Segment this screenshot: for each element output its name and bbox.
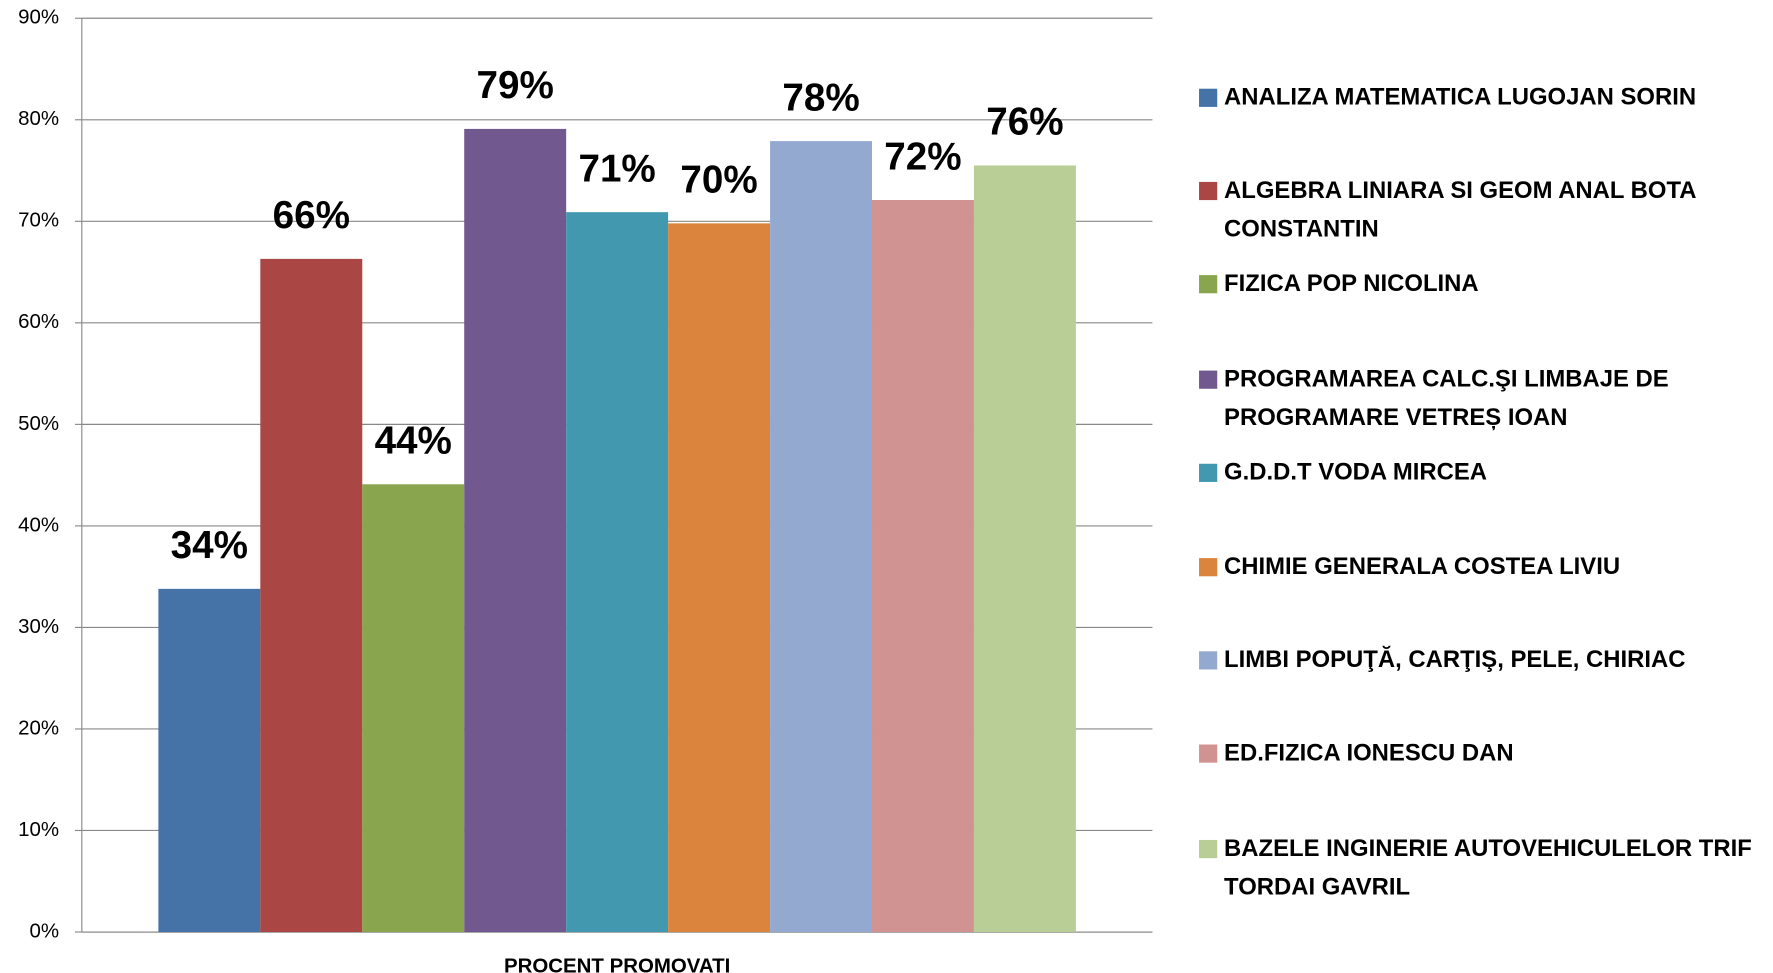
legend-item: CHIMIE GENERALA COSTEA LIVIU <box>1224 553 1621 580</box>
bar <box>973 165 1076 933</box>
legend-swatch <box>1199 744 1218 763</box>
y-tick-label: 10% <box>18 818 59 841</box>
legend-swatch <box>1199 839 1218 859</box>
bar <box>362 484 465 933</box>
bar <box>872 199 974 933</box>
y-tick-label: 0% <box>30 919 60 942</box>
legend-item: LIMBI POPUŢĂ, CARŢIŞ, PELE, CHIRIAC <box>1224 646 1686 673</box>
y-tick-label: 80% <box>18 107 59 130</box>
y-tick-label: 40% <box>18 513 59 536</box>
legend-label: ANALIZA MATEMATICA LUGOJAN SORIN <box>1224 84 1697 111</box>
legend-item: ANALIZA MATEMATICA LUGOJAN SORIN <box>1224 84 1697 111</box>
legend-label: PROGRAMAREA CALC.ŞI LIMBAJE DE PROGRAMAR… <box>1224 366 1669 431</box>
legend-label: G.D.D.T VODA MIRCEA <box>1224 459 1488 486</box>
data-label: 70% <box>680 159 757 202</box>
bar <box>566 212 669 933</box>
bar <box>770 141 873 933</box>
legend-swatch <box>1199 370 1218 389</box>
legend-label: BAZELE INGINERIE AUTOVEHICULELOR TRIF TO… <box>1224 835 1752 901</box>
data-label: 76% <box>986 101 1063 144</box>
legend-item: G.D.D.T VODA MIRCEA <box>1224 459 1488 486</box>
legend-label: FIZICA POP NICOLINA <box>1224 270 1479 297</box>
legend-swatch <box>1199 275 1218 294</box>
y-tick-label: 60% <box>18 310 59 333</box>
legend-label: LIMBI POPUŢĂ, CARŢIŞ, PELE, CHIRIAC <box>1224 646 1686 673</box>
data-label: 72% <box>884 135 961 178</box>
legend-item: BAZELE INGINERIE AUTOVEHICULELOR TRIF TO… <box>1224 835 1752 901</box>
legend-item: PROGRAMAREA CALC.ŞI LIMBAJE DE PROGRAMAR… <box>1224 366 1669 431</box>
data-label: 34% <box>171 524 248 567</box>
legend-swatch <box>1199 88 1218 107</box>
bar <box>158 588 261 933</box>
y-tick-label: 20% <box>18 716 59 739</box>
legend-item: ED.FIZICA IONESCU DAN <box>1224 739 1514 767</box>
data-label: 66% <box>273 194 350 237</box>
legend-swatch <box>1199 651 1218 670</box>
legend-label: CHIMIE GENERALA COSTEA LIVIU <box>1224 553 1621 580</box>
bar <box>260 258 363 933</box>
data-label: 71% <box>578 147 655 190</box>
y-tick-label: 30% <box>18 615 59 638</box>
legend-item: FIZICA POP NICOLINA <box>1224 270 1479 297</box>
x-tick-label: PROCENT PROMOVATI <box>504 955 730 973</box>
bar <box>464 128 567 933</box>
legend-label: ALGEBRA LINIARA SI GEOM ANAL BOTA CONSTA… <box>1224 177 1696 243</box>
legend-swatch <box>1199 463 1218 482</box>
y-tick-label: 50% <box>18 412 59 435</box>
legend-swatch <box>1199 181 1218 201</box>
bar <box>668 223 771 933</box>
legend-item: ALGEBRA LINIARA SI GEOM ANAL BOTA CONSTA… <box>1224 177 1696 243</box>
data-label: 78% <box>782 76 859 119</box>
legend-swatch <box>1199 558 1218 577</box>
data-label: 44% <box>375 420 452 463</box>
y-tick-label: 90% <box>18 6 59 29</box>
y-tick-label: 70% <box>18 209 59 232</box>
data-label: 79% <box>477 64 554 107</box>
legend-label: ED.FIZICA IONESCU DAN <box>1224 739 1514 767</box>
